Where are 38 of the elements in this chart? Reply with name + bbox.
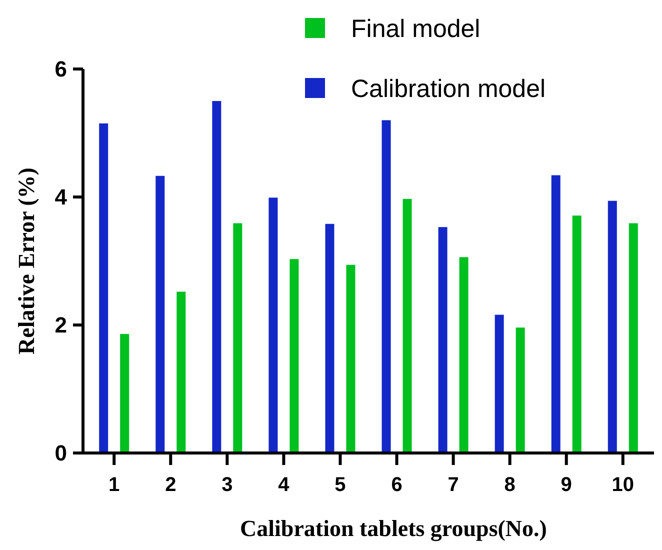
bar xyxy=(290,259,299,453)
bar xyxy=(551,175,560,453)
bar xyxy=(382,120,391,453)
x-tick-label: 5 xyxy=(334,474,346,496)
x-tick-label: 9 xyxy=(560,474,572,496)
bar xyxy=(156,176,165,453)
bar xyxy=(438,227,448,453)
x-axis-title: Calibration tablets groups(No.) xyxy=(240,516,547,542)
legend-label: Calibration model xyxy=(351,74,546,103)
bar xyxy=(176,292,186,453)
bar xyxy=(572,216,582,453)
x-tick-label: 2 xyxy=(165,474,176,496)
bar xyxy=(325,224,334,453)
x-tick-label: 10 xyxy=(612,474,634,496)
x-tick-label: 4 xyxy=(278,474,290,496)
x-tick-label: 6 xyxy=(391,474,402,496)
x-tick-label: 8 xyxy=(504,474,516,496)
bar xyxy=(120,334,130,453)
y-axis-title: Relative Error (%) xyxy=(14,168,39,354)
bar xyxy=(268,198,278,453)
y-tick-label: 4 xyxy=(54,184,68,210)
bar xyxy=(99,123,108,453)
bar xyxy=(494,314,504,453)
bar xyxy=(212,101,222,453)
x-tick-label: 1 xyxy=(108,474,120,496)
bar xyxy=(346,264,356,453)
bar xyxy=(402,198,412,453)
y-tick-label: 2 xyxy=(54,312,67,338)
y-tick-label: 0 xyxy=(54,440,67,466)
x-tick-label: 7 xyxy=(448,474,459,496)
x-tick-label: 3 xyxy=(222,474,233,496)
bar xyxy=(628,223,638,453)
bar xyxy=(233,223,242,453)
bar xyxy=(516,328,525,453)
bar xyxy=(459,257,468,453)
bar xyxy=(608,200,617,453)
legend-label: Final model xyxy=(351,14,480,43)
y-tick-label: 6 xyxy=(54,56,67,82)
